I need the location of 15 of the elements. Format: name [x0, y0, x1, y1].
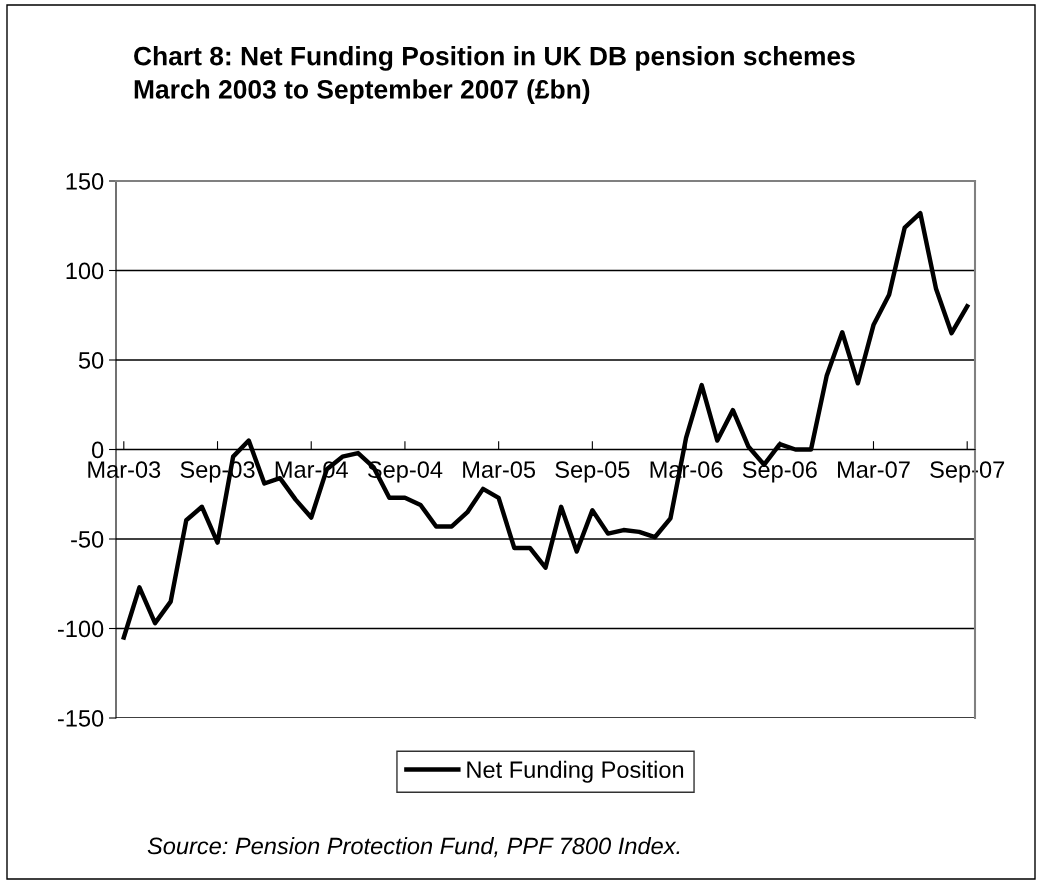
x-tick-label: Sep-06 [742, 461, 817, 483]
y-tick-label: -100 [57, 620, 104, 638]
chart-title: Chart 8: Net Funding Position in UK DB pension schemes March 2003 to September 2007 (£bn) [134, 46, 855, 104]
y-tick-label: 0 [91, 441, 104, 459]
y-tick-label: -50 [71, 531, 104, 548]
x-tick-label: Sep-07 [930, 461, 1005, 483]
x-tick-label: Mar-05 [463, 461, 536, 478]
y-tick-label: 100 [66, 262, 104, 280]
source-note: Source: Pension Protection Fund, PPF 7800 Index. [147, 837, 680, 858]
x-tick-label: Mar-07 [838, 461, 910, 478]
y-tick-label: 50 [78, 352, 104, 369]
x-tick-label: Sep-05 [555, 461, 630, 483]
y-tick-label: -150 [57, 710, 104, 727]
y-tick-label: 150 [66, 173, 104, 190]
legend-label: Net Funding Position [467, 760, 684, 783]
